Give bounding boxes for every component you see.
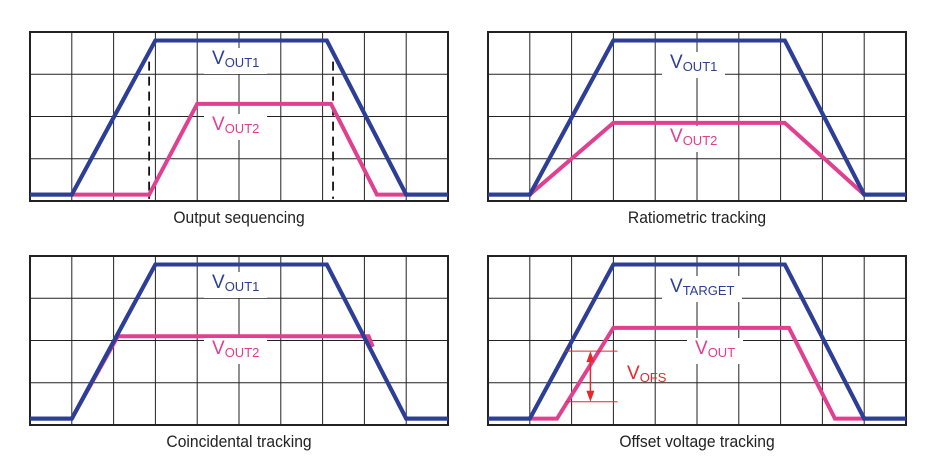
series-blue-top	[488, 262, 906, 421]
series-blue-top	[30, 38, 448, 197]
label-vout2: VOUT2	[204, 338, 268, 364]
label-vout1: VOUT1	[204, 272, 268, 298]
label-vtarget: VTARGET	[662, 276, 743, 302]
caption: Ratiometric tracking	[627, 208, 767, 227]
series-pink	[529, 325, 865, 421]
panel-ratiometric-tracking: VOUT1 VOUT2 Ratiometric tracking	[487, 31, 907, 228]
panel-offset-voltage-tracking: VTARGET VOUT VOFS Offset voltage trackin…	[487, 255, 907, 452]
plot	[29, 31, 449, 202]
panel-coincidental-tracking: VOUT1 VOUT2 Coincidental tracking	[29, 255, 449, 452]
caption: Offset voltage tracking	[619, 432, 775, 451]
series-blue-top	[488, 38, 906, 197]
plot	[487, 255, 907, 426]
panel-output-sequencing: VOUT1 VOUT2 Output sequencing	[29, 31, 449, 228]
arrow-up-icon	[586, 351, 595, 363]
plot-frame	[487, 31, 907, 202]
label-vout1: VOUT1	[204, 48, 268, 74]
caption: Coincidental tracking	[166, 432, 312, 451]
arrow-down-icon	[586, 390, 595, 402]
plot-frame	[29, 31, 449, 202]
label-vofs: VOFS	[627, 363, 667, 385]
caption: Output sequencing	[173, 208, 305, 227]
label-vout2: VOUT2	[662, 126, 726, 152]
series-pink	[528, 120, 866, 197]
label-vout2: VOUT2	[204, 114, 268, 140]
plot	[487, 31, 907, 202]
label-vout1: VOUT1	[662, 52, 726, 78]
plot	[29, 255, 449, 426]
series-blue-top	[30, 262, 448, 421]
plot-frame	[29, 255, 449, 426]
series-pink	[71, 101, 407, 197]
label-vout: VOUT	[687, 338, 744, 364]
plot-frame	[487, 255, 907, 426]
